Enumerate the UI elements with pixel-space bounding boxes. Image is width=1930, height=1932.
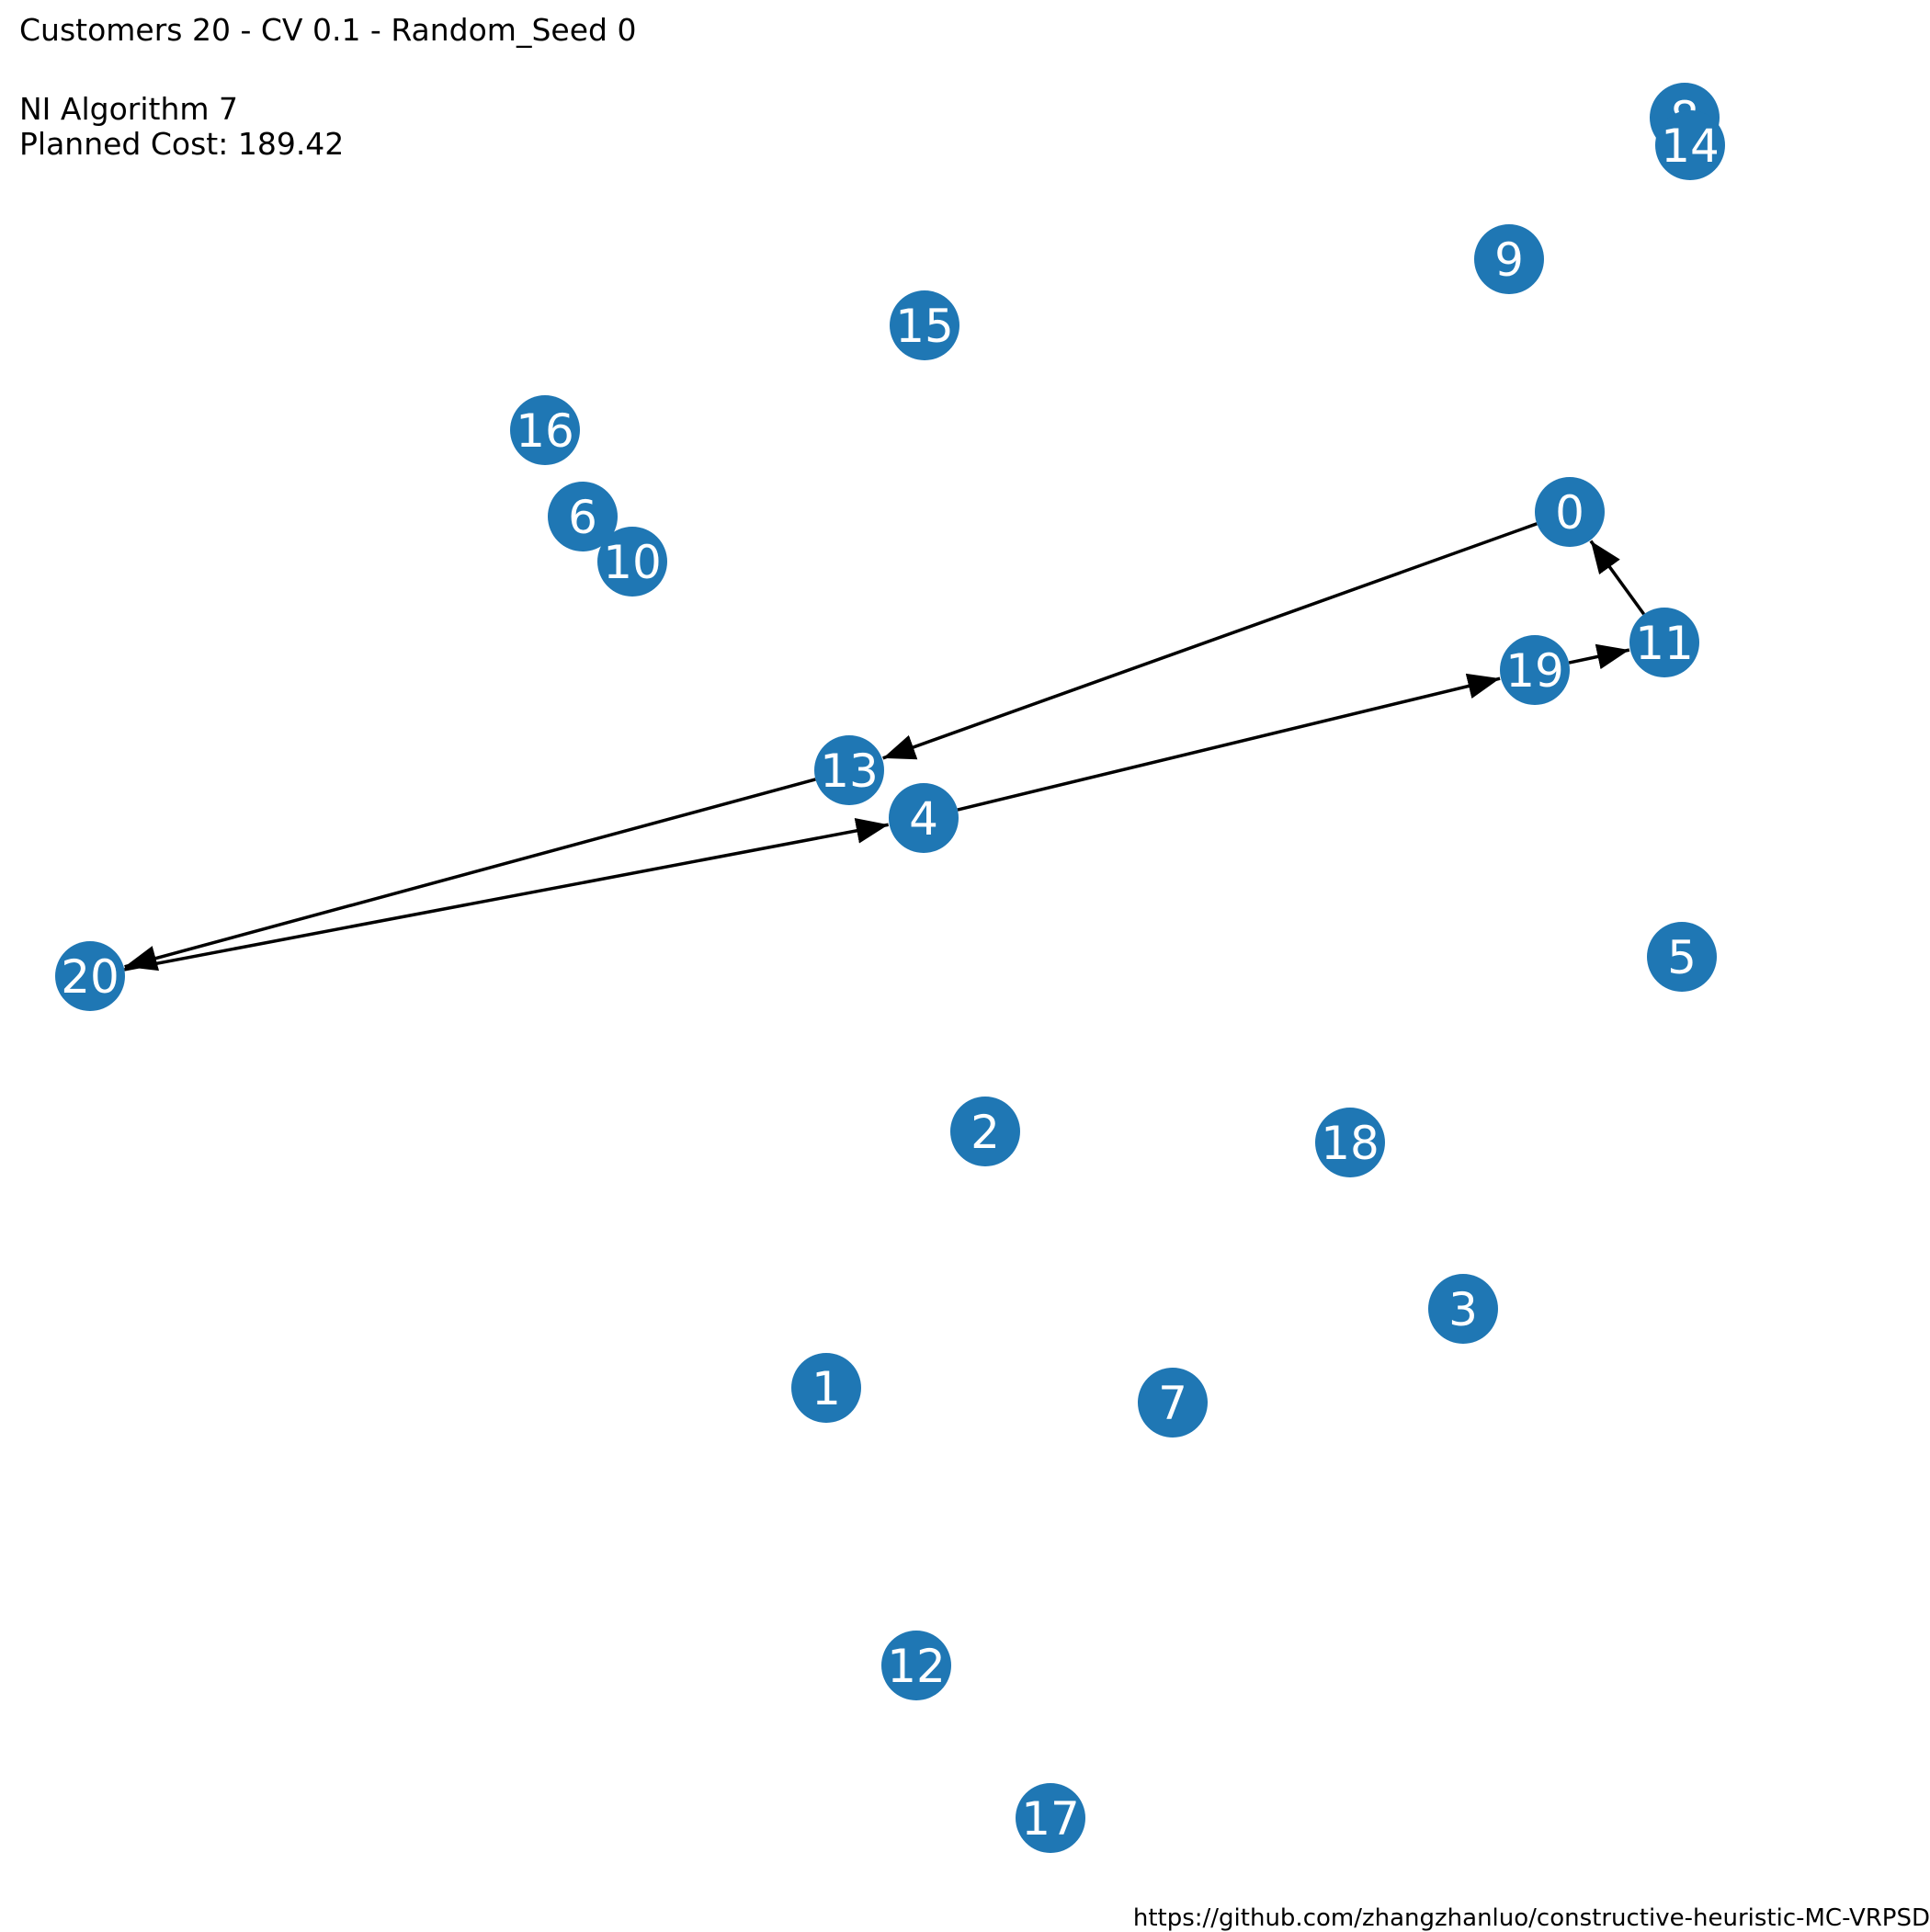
node-3: 3 <box>1428 1274 1498 1344</box>
node-17: 17 <box>1016 1783 1085 1853</box>
source-url: https://github.com/zhangzhanluo/construc… <box>1132 1904 1930 1932</box>
edge-4-to-19 <box>957 673 1501 812</box>
node-label: 5 <box>1667 931 1697 984</box>
node-12: 12 <box>881 1631 951 1700</box>
node-circle <box>1016 1783 1085 1853</box>
node-label: 9 <box>1494 233 1524 287</box>
node-11: 11 <box>1629 608 1699 677</box>
node-circle <box>889 783 959 853</box>
node-label: 4 <box>909 792 938 846</box>
node-label: 13 <box>820 744 879 798</box>
node-circle <box>55 941 125 1011</box>
node-2: 2 <box>950 1097 1020 1166</box>
node-label: 10 <box>603 536 662 589</box>
node-label: 7 <box>1158 1377 1187 1430</box>
node-label: 15 <box>895 300 954 353</box>
node-circle <box>791 1353 861 1423</box>
node-19: 19 <box>1500 635 1570 705</box>
node-9: 9 <box>1474 224 1544 294</box>
node-circle <box>1315 1108 1385 1177</box>
algorithm-label: NI Algorithm 7 <box>19 91 239 127</box>
node-4: 4 <box>889 783 959 853</box>
node-18: 18 <box>1315 1108 1385 1177</box>
node-circle <box>1647 922 1717 992</box>
edge-0-to-13 <box>882 522 1538 760</box>
node-circle <box>548 482 618 551</box>
node-label: 3 <box>1448 1283 1478 1336</box>
edge-20-to-4 <box>124 818 890 972</box>
edge-13-to-20 <box>124 778 816 972</box>
node-circle <box>950 1097 1020 1166</box>
figure-title: Customers 20 - CV 0.1 - Random_Seed 0 <box>19 12 637 48</box>
node-circle <box>1428 1274 1498 1344</box>
node-circle <box>597 527 667 597</box>
node-6: 6 <box>548 482 618 551</box>
edge-11-to-0 <box>1589 540 1646 616</box>
node-label: 1 <box>812 1362 841 1415</box>
node-circle <box>1629 608 1699 677</box>
node-label: 20 <box>61 950 119 1004</box>
edge-19-to-11 <box>1568 643 1630 670</box>
node-label: 0 <box>1555 486 1584 540</box>
node-circle <box>1500 635 1570 705</box>
planned-cost-label: Planned Cost: 189.42 <box>19 126 345 162</box>
node-14: 14 <box>1655 110 1725 180</box>
node-label: 16 <box>516 404 574 458</box>
node-5: 5 <box>1647 922 1717 992</box>
node-10: 10 <box>597 527 667 597</box>
node-circle <box>1138 1368 1208 1438</box>
node-20: 20 <box>55 941 125 1011</box>
node-label: 18 <box>1321 1117 1379 1170</box>
node-circle <box>510 395 580 465</box>
node-circle <box>814 735 884 805</box>
node-circle <box>1535 477 1605 547</box>
node-layer: 01234567891011121314151617181920 <box>55 83 1725 1853</box>
node-16: 16 <box>510 395 580 465</box>
node-0: 0 <box>1535 477 1605 547</box>
node-label: 11 <box>1635 617 1694 670</box>
node-13: 13 <box>814 735 884 805</box>
node-label: 19 <box>1505 644 1564 698</box>
node-label: 12 <box>887 1640 946 1693</box>
edge-layer <box>124 522 1646 972</box>
node-7: 7 <box>1138 1368 1208 1438</box>
node-label: 14 <box>1661 119 1720 173</box>
node-circle <box>890 290 959 360</box>
node-circle <box>881 1631 951 1700</box>
node-label: 2 <box>971 1106 1000 1159</box>
node-circle <box>1474 224 1544 294</box>
node-label: 17 <box>1021 1792 1080 1846</box>
node-label: 6 <box>568 491 597 544</box>
node-15: 15 <box>890 290 959 360</box>
node-circle <box>1655 110 1725 180</box>
node-1: 1 <box>791 1353 861 1423</box>
